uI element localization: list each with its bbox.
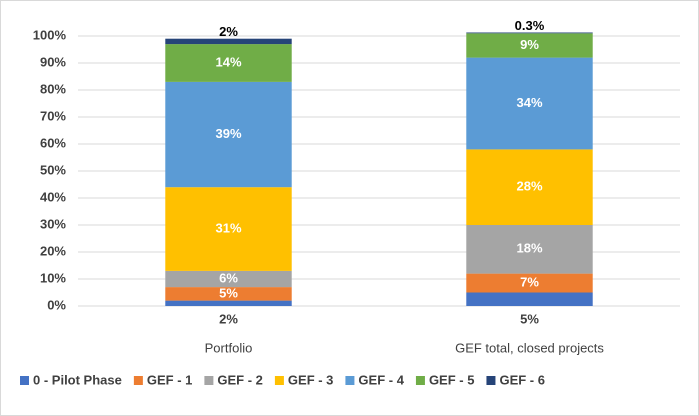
y-tick-label: 0%: [47, 297, 66, 312]
y-tick-label: 50%: [40, 162, 66, 177]
legend-label: GEF - 5: [429, 372, 475, 387]
bar-segment: [466, 225, 593, 274]
bar-segment: [165, 38, 292, 45]
legend-swatch: [415, 376, 425, 385]
bar-segment: [466, 292, 593, 306]
bar-segment: [466, 33, 593, 58]
y-tick-label: 40%: [40, 189, 66, 204]
y-tick-label: 80%: [40, 81, 66, 96]
y-tick-label: 70%: [40, 108, 66, 123]
legend-swatch: [204, 376, 214, 385]
legend-swatch: [274, 376, 284, 385]
legend-label: GEF - 3: [288, 372, 334, 387]
legend-label: GEF - 4: [358, 372, 404, 387]
data-label: 34%: [516, 95, 542, 110]
y-tick-label: 30%: [40, 216, 66, 231]
x-tick-label: Portfolio: [205, 340, 253, 355]
legend-label: GEF - 6: [499, 372, 545, 387]
y-tick-label: 60%: [40, 135, 66, 150]
legend-swatch: [486, 376, 496, 385]
bar-segment: [165, 81, 292, 188]
data-label: 2%: [219, 24, 238, 39]
bar-segment: [466, 149, 593, 225]
legend-swatch: [133, 376, 143, 385]
data-label: 28%: [516, 179, 542, 194]
data-label: 18%: [516, 241, 542, 256]
legend-label: GEF - 1: [147, 372, 193, 387]
y-tick-label: 90%: [40, 54, 66, 69]
legend-label: GEF - 2: [217, 372, 263, 387]
data-label: 5%: [520, 311, 539, 326]
data-label: 9%: [520, 37, 539, 52]
data-label: 6%: [219, 270, 238, 285]
bar-segment: [165, 270, 292, 288]
x-tick-label: GEF total, closed projects: [455, 340, 604, 355]
bar-segment: [466, 57, 593, 150]
legend-swatch: [345, 376, 355, 385]
data-label: 31%: [215, 220, 241, 235]
legend-label: 0 - Pilot Phase: [33, 372, 122, 387]
data-label: 0.3%: [515, 18, 545, 33]
bar-segment: [466, 273, 593, 293]
bar-segment: [165, 187, 292, 271]
data-label: 5%: [219, 285, 238, 300]
y-tick-label: 20%: [40, 243, 66, 258]
bar-segment: [466, 32, 593, 34]
legend-swatch: [20, 376, 29, 385]
bar-segment: [165, 300, 292, 306]
y-tick-label: 10%: [40, 270, 66, 285]
data-label: 2%: [219, 311, 238, 326]
data-label: 39%: [215, 126, 241, 141]
y-tick-label: 100%: [33, 27, 67, 42]
bar-segment: [165, 287, 292, 301]
data-label: 7%: [520, 274, 539, 289]
bar-segment: [165, 44, 292, 82]
data-label: 14%: [215, 54, 241, 69]
